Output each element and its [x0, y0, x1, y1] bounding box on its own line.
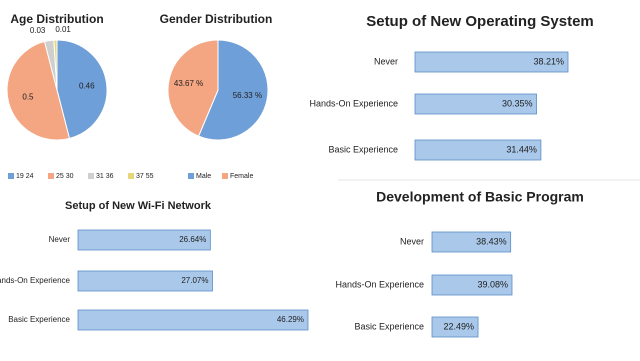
legend-swatch [8, 173, 14, 179]
legend-swatch [222, 173, 228, 179]
legend-swatch [188, 173, 194, 179]
category-label: Basic Experience [354, 321, 424, 331]
value-label: 26.64% [179, 235, 206, 244]
value-label: 31.44% [506, 144, 537, 154]
bar [431, 316, 479, 338]
value-label: 38.43% [476, 236, 507, 246]
chart-title: Setup of New Wi-Fi Network [65, 200, 212, 212]
pie-slice [53, 39, 58, 91]
value-label: 22.49% [444, 321, 475, 331]
legend-swatch [48, 173, 54, 179]
chart-title: Development of Basic Program [376, 189, 584, 205]
slice-label: 0.03 [30, 26, 46, 35]
pie-slice [6, 40, 71, 141]
legend-label: 25 30 [56, 173, 74, 180]
legend-label: 31 36 [96, 173, 114, 180]
value-label: 27.07% [181, 276, 208, 285]
value-label: 38.21% [533, 56, 564, 66]
bar [414, 139, 542, 161]
value-label: 30.35% [502, 98, 533, 108]
bar [77, 270, 213, 292]
category-label: Never [400, 236, 424, 246]
legend-label: Male [196, 173, 211, 180]
bar [431, 231, 512, 253]
category-label: Never [49, 235, 71, 244]
legend-swatch [128, 173, 134, 179]
chart-title: Age Distribution [10, 12, 103, 26]
category-label: Hands-On Experience [0, 276, 71, 285]
slice-label: 56.33 % [233, 91, 262, 100]
legend-label: 37 55 [136, 173, 154, 180]
slice-label: 0.5 [22, 93, 34, 102]
legend-swatch [88, 173, 94, 179]
category-label: Hands-On Experience [335, 279, 424, 289]
bar [414, 51, 569, 73]
bar [77, 309, 309, 331]
category-label: Basic Experience [328, 144, 398, 154]
slice-label: 0.01 [55, 25, 71, 34]
category-label: Hands-On Experience [309, 98, 398, 108]
slice-label: 43.67 % [174, 79, 203, 88]
chart-title: Gender Distribution [160, 12, 273, 26]
value-label: 39.08% [477, 279, 508, 289]
value-label: 46.29% [277, 315, 304, 324]
category-label: Never [374, 56, 398, 66]
bar [414, 93, 537, 115]
bar [431, 274, 513, 296]
legend-label: 19 24 [16, 173, 34, 180]
bar [77, 229, 211, 251]
pie-slice [197, 39, 269, 141]
legend-label: Female [230, 173, 253, 180]
pie-slice [167, 39, 219, 137]
chart-title: Setup of New Operating System [366, 13, 594, 30]
slice-label: 0.46 [79, 81, 95, 90]
pie-slice [56, 39, 108, 140]
category-label: Basic Experience [8, 315, 70, 324]
